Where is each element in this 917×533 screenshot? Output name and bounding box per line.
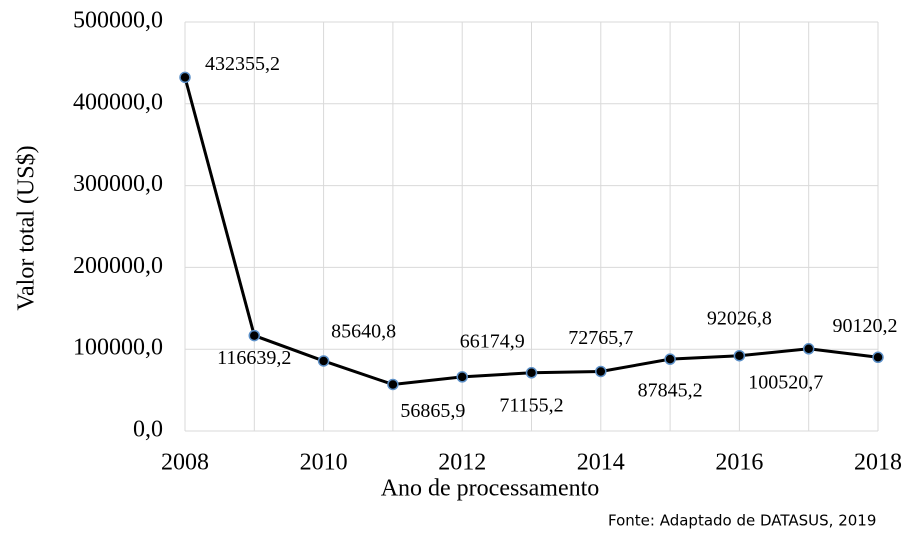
data-label: 56865,9 <box>400 400 465 422</box>
x-tick-label: 2014 <box>577 450 625 476</box>
data-label: 116639,2 <box>217 347 291 369</box>
marker <box>525 367 538 379</box>
data-label: 87845,2 <box>638 380 703 402</box>
data-label: 100520,7 <box>748 371 823 393</box>
marker <box>456 371 468 383</box>
data-label: 85640,8 <box>331 321 396 343</box>
data-label: 90120,2 <box>833 315 898 337</box>
y-axis-label: Valor total (US$) <box>14 145 40 310</box>
marker <box>248 329 261 342</box>
y-tick-label: 500000,0 <box>73 8 163 34</box>
y-tick-label: 400000,0 <box>73 89 163 115</box>
y-tick-label: 300000,0 <box>73 171 163 197</box>
marker <box>802 343 815 355</box>
x-tick-label: 2012 <box>438 450 486 476</box>
data-label: 92026,8 <box>707 307 772 329</box>
x-tick-label: 2018 <box>854 450 902 476</box>
marker <box>387 378 399 391</box>
marker <box>872 351 884 364</box>
marker <box>317 355 330 367</box>
x-tick-label: 2016 <box>715 450 763 476</box>
y-tick-label: 100000,0 <box>73 335 163 361</box>
data-label: 71155,2 <box>499 394 563 416</box>
y-tick-label: 0,0 <box>133 417 163 443</box>
data-label: 432355,2 <box>205 53 280 75</box>
marker <box>595 365 607 378</box>
marker <box>733 349 746 362</box>
marker <box>664 353 676 365</box>
y-tick-label: 200000,0 <box>73 253 163 279</box>
data-label: 72765,7 <box>568 327 633 349</box>
source-note: Fonte: Adaptado de DATASUS, 2019 <box>608 512 876 530</box>
data-label: 66174,9 <box>460 330 525 352</box>
x-tick-label: 2010 <box>300 450 348 476</box>
x-tick-label: 2008 <box>161 450 209 476</box>
x-axis-label: Ano de processamento <box>381 476 600 502</box>
marker <box>179 71 191 84</box>
